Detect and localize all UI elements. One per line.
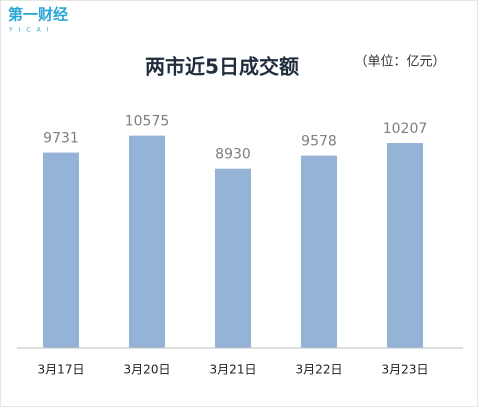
value-label: 10575 (125, 114, 170, 130)
bar (43, 152, 79, 348)
chart-title: 两市近5日成交额 (145, 55, 299, 79)
logo-sub: YICAI (8, 27, 55, 34)
value-label: 10207 (383, 121, 428, 137)
x-tick-label: 3月22日 (296, 363, 343, 377)
x-tick-label: 3月20日 (124, 363, 171, 377)
value-label: 9578 (301, 134, 337, 150)
bar (387, 143, 423, 348)
x-tick-label: 3月23日 (382, 363, 429, 377)
bar (129, 135, 165, 348)
logo: 第一财经 (8, 6, 68, 24)
x-tick-label: 3月21日 (210, 363, 257, 377)
bar (301, 155, 337, 348)
value-label: 8930 (215, 147, 251, 163)
unit-label: （单位：亿元） (354, 55, 445, 70)
x-tick-label: 3月17日 (38, 363, 85, 377)
bar (215, 168, 251, 348)
value-label: 9731 (43, 131, 79, 147)
